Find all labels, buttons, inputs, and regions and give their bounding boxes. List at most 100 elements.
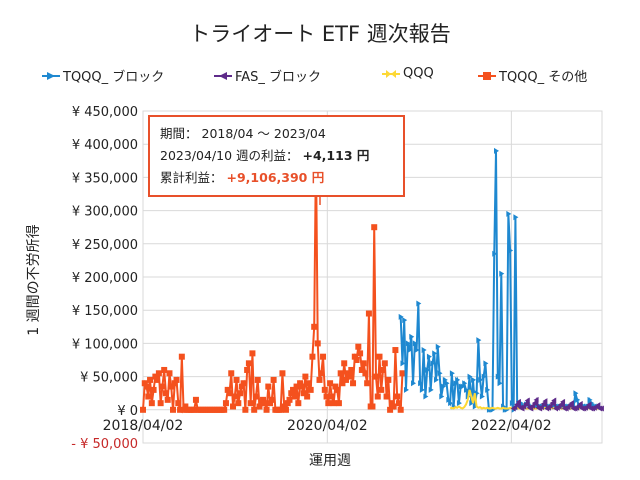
- data-point: [148, 400, 155, 407]
- data-point: [339, 380, 346, 387]
- data-point: [466, 386, 473, 393]
- data-point: [164, 396, 171, 403]
- data-point: [449, 370, 455, 377]
- data-point: [376, 353, 383, 360]
- data-point: [390, 403, 397, 410]
- data-point: [297, 380, 304, 387]
- data-point: [551, 397, 557, 404]
- data-point: [560, 398, 566, 405]
- data-point: [369, 403, 376, 410]
- data-point: [462, 401, 469, 408]
- y-tick-label: ¥ 200,000: [72, 271, 138, 286]
- data-point: [489, 404, 496, 411]
- data-point: [442, 376, 448, 383]
- data-point: [145, 393, 152, 400]
- data-point: [385, 376, 392, 383]
- data-point: [469, 400, 475, 407]
- y-tick-label: ¥ 450,000: [72, 105, 138, 120]
- triangle-right-icon: [42, 71, 60, 80]
- data-point: [598, 405, 604, 412]
- data-point: [353, 357, 360, 363]
- data-point: [360, 360, 367, 367]
- chart-title: トライオート ETF 週次報告: [189, 22, 451, 46]
- data-point: [152, 373, 159, 380]
- data-point: [432, 350, 438, 357]
- data-point: [180, 406, 187, 413]
- data-point: [293, 383, 300, 390]
- data-point: [150, 386, 157, 393]
- data-point: [295, 400, 302, 407]
- data-point: [175, 400, 182, 407]
- data-point: [459, 405, 466, 412]
- data-point: [143, 383, 150, 390]
- data-point: [455, 376, 461, 383]
- data-point: [344, 370, 351, 377]
- data-point: [309, 353, 316, 360]
- data-point: [171, 380, 178, 387]
- data-point: [587, 396, 593, 403]
- data-point: [412, 340, 418, 347]
- legend-label: TQQQ_ ブロック: [63, 70, 165, 85]
- data-point: [463, 386, 469, 393]
- data-point: [538, 404, 544, 411]
- data-point: [453, 380, 459, 387]
- data-point: [533, 396, 539, 403]
- data-point: [497, 380, 503, 387]
- total-row: 累計利益： +9,106,390 円: [160, 167, 393, 189]
- data-point: [383, 393, 390, 400]
- data-point: [281, 403, 288, 410]
- data-point: [335, 400, 342, 407]
- data-point: [448, 400, 454, 407]
- data-point: [505, 405, 512, 412]
- data-point: [147, 376, 154, 383]
- data-point: [450, 405, 457, 412]
- data-point: [421, 347, 427, 354]
- week-value: +4,113 円: [302, 148, 370, 163]
- data-point: [254, 376, 261, 383]
- data-point: [330, 400, 337, 407]
- data-point: [157, 400, 164, 407]
- y-tick-label: - ¥ 50,000: [71, 437, 138, 452]
- data-point: [173, 376, 180, 383]
- data-point: [419, 386, 425, 393]
- data-point: [327, 380, 334, 387]
- data-point: [249, 350, 256, 357]
- data-point: [286, 396, 293, 403]
- data-point: [320, 353, 327, 360]
- data-point: [542, 398, 548, 405]
- data-point: [506, 210, 512, 217]
- data-point: [235, 400, 242, 407]
- y-tick-label: ¥ 0: [117, 404, 138, 419]
- data-point: [252, 393, 259, 400]
- data-point: [478, 405, 485, 412]
- legend-item-tqqq-other: TQQQ_ その他: [478, 66, 587, 85]
- data-point: [311, 323, 318, 330]
- data-point: [573, 390, 579, 397]
- legend-label: FAS_ ブロック: [235, 70, 322, 85]
- data-point: [508, 247, 514, 254]
- data-point: [439, 393, 445, 400]
- data-point: [483, 360, 489, 367]
- y-tick-label: ¥ 250,000: [72, 238, 138, 253]
- square-icon: [478, 71, 496, 80]
- data-point: [177, 406, 184, 413]
- series-triangle-right: [398, 147, 602, 413]
- data-point: [263, 406, 270, 413]
- data-point: [575, 396, 581, 403]
- data-point: [325, 400, 332, 407]
- data-point: [476, 337, 482, 344]
- data-point: [372, 373, 379, 380]
- data-point: [161, 366, 168, 373]
- data-point: [471, 390, 478, 397]
- x-axis-title: 運用週: [309, 453, 351, 469]
- data-point: [284, 400, 291, 407]
- data-point: [498, 405, 505, 412]
- data-point: [513, 214, 519, 221]
- period-value: 2018/04 ～ 2023/04: [201, 126, 326, 141]
- data-point: [480, 404, 487, 411]
- data-point: [395, 400, 402, 407]
- data-point: [261, 400, 268, 407]
- data-point: [290, 386, 297, 393]
- data-point: [226, 390, 233, 397]
- legend-item-qqq: QQQ: [382, 66, 434, 81]
